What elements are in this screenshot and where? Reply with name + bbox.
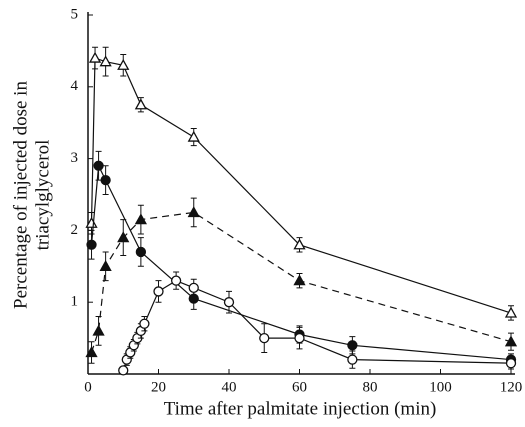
y-tick-label: 2: [71, 222, 79, 238]
marker: [504, 306, 518, 318]
marker: [118, 365, 129, 376]
x-tick-label: 40: [222, 379, 237, 395]
marker: [347, 354, 358, 365]
x-tick-label: 20: [151, 379, 166, 395]
x-tick-label: 60: [292, 379, 307, 395]
marker: [170, 275, 182, 286]
series-line: [90, 57, 512, 314]
marker: [135, 246, 147, 258]
marker: [93, 160, 104, 171]
marker: [187, 130, 200, 142]
y-tick-label: 4: [71, 78, 79, 94]
marker: [293, 274, 306, 286]
marker: [88, 51, 102, 63]
marker: [347, 340, 358, 351]
marker: [99, 259, 112, 271]
x-axis-label: Time after palmitate injection (min): [164, 398, 437, 419]
y-tick-label: 3: [71, 150, 79, 166]
marker: [134, 213, 147, 225]
marker: [504, 335, 518, 347]
series-line: [90, 211, 512, 353]
marker: [100, 174, 111, 186]
marker: [223, 297, 235, 308]
y-tick-label: 5: [71, 6, 79, 22]
y-tick-label: 1: [71, 294, 79, 310]
marker: [85, 346, 98, 358]
marker: [153, 286, 164, 297]
marker: [188, 282, 199, 293]
x-tick-label: 0: [84, 379, 92, 395]
marker: [294, 332, 305, 344]
x-tick-label: 80: [363, 379, 378, 395]
x-tick-label: 100: [429, 379, 452, 395]
marker: [259, 332, 270, 344]
marker: [99, 55, 112, 67]
marker: [139, 318, 150, 329]
marker: [92, 324, 105, 336]
x-tick-label: 120: [500, 379, 523, 395]
marker: [187, 206, 200, 218]
marker: [117, 231, 130, 243]
marker: [117, 58, 130, 70]
y-axis-label: triacylglycerol: [32, 140, 53, 251]
marker: [293, 238, 306, 250]
y-axis-label: Percentage of injected dose in: [10, 81, 31, 309]
marker: [86, 239, 97, 250]
marker: [505, 358, 517, 369]
marker: [134, 98, 147, 110]
